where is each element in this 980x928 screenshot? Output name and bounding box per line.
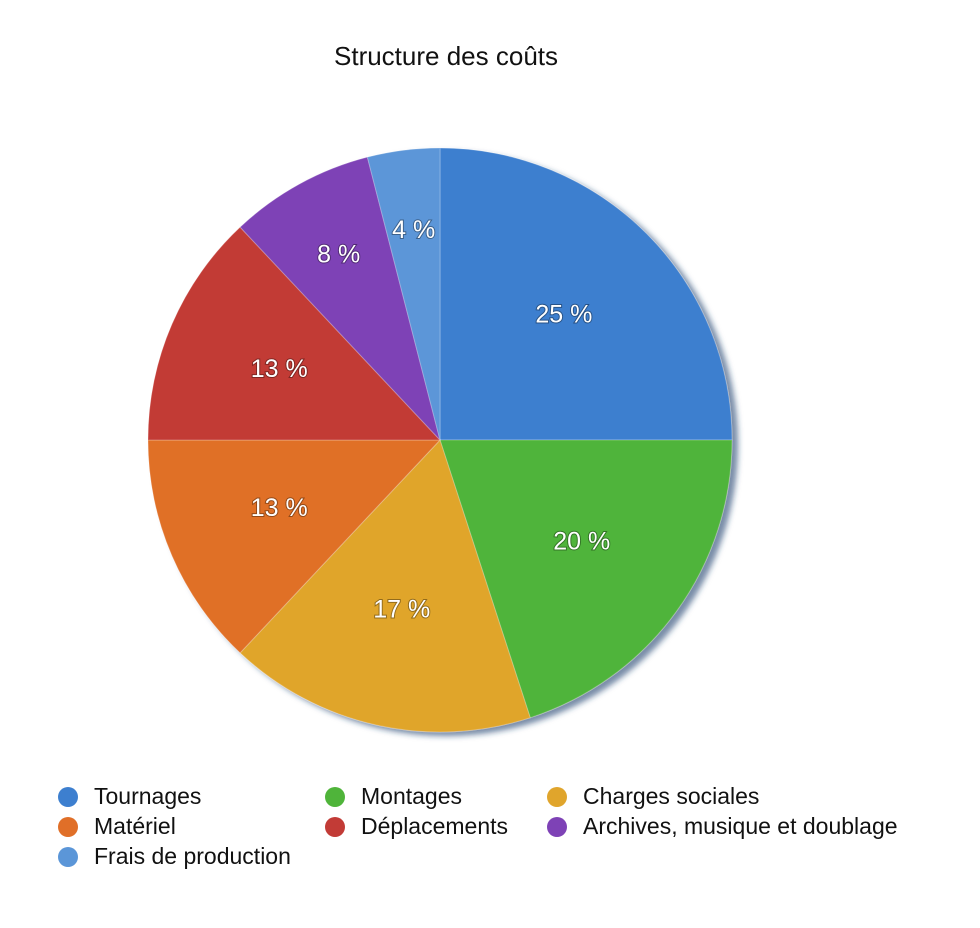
pie-slice: [366, 147, 441, 441]
pie: [147, 147, 733, 733]
legend-label: Tournages: [94, 783, 201, 809]
legend-swatch: [58, 787, 78, 807]
legend-label: Frais de production: [94, 843, 291, 869]
pie-slice: [147, 226, 442, 441]
legend-label: Déplacements: [361, 813, 508, 839]
legend-label: Archives, musique et doublage: [583, 813, 898, 839]
value-label: 8 %: [317, 240, 360, 268]
value-label: 25 %: [535, 301, 592, 329]
legend-swatch: [58, 847, 78, 867]
legend-label: Matériel: [94, 813, 176, 839]
legend-swatch: [58, 817, 78, 837]
chart-title: Structure des coûts: [334, 41, 558, 71]
value-label: 17 %: [373, 596, 430, 624]
pie-slice: [147, 439, 442, 654]
value-label: 20 %: [553, 528, 610, 556]
legend-swatch: [325, 817, 345, 837]
legend-swatch: [547, 787, 567, 807]
pie-slice: [239, 439, 531, 733]
value-label: 4 %: [392, 216, 435, 244]
pie-slice: [239, 156, 441, 441]
legend-label: Montages: [361, 783, 462, 809]
legend-label: Charges sociales: [583, 783, 759, 809]
value-label: 13 %: [251, 494, 308, 522]
pie-slice: [439, 147, 733, 441]
legend-swatch: [325, 787, 345, 807]
legend-swatch: [547, 817, 567, 837]
pie-slice: [439, 439, 733, 719]
value-label: 13 %: [251, 355, 308, 383]
